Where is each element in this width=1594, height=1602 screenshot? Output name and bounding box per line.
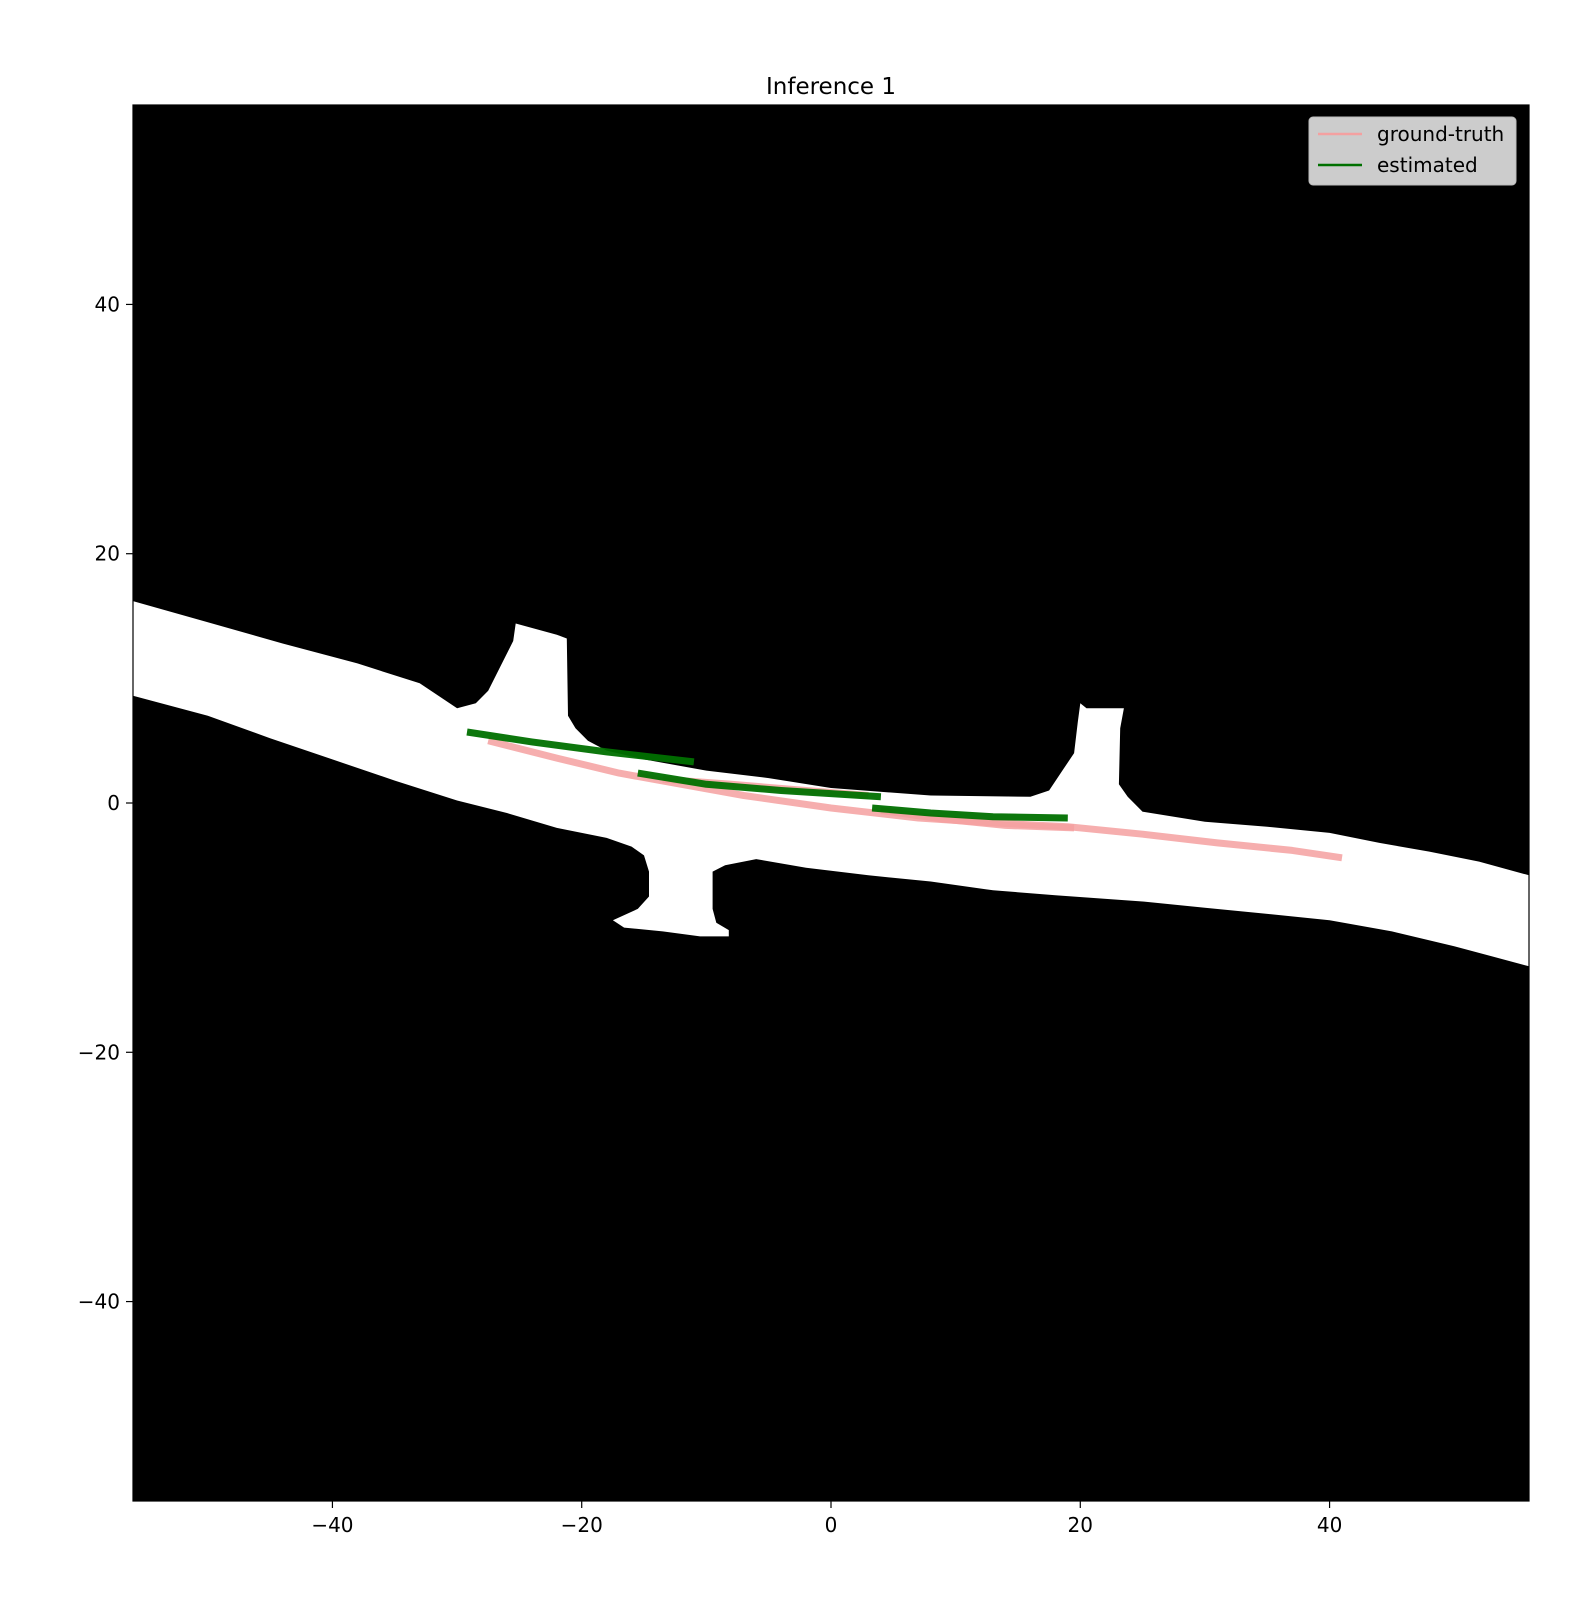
drivable-area [133,601,1529,967]
x-axis: −40 −20 0 20 40 [311,1501,1342,1537]
legend: ground-truth estimated [1308,116,1517,186]
x-tick-label: 40 [1317,1513,1342,1537]
x-tick-label: 0 [825,1513,838,1537]
legend-label-ground-truth: ground-truth [1377,122,1504,146]
plot-area [133,105,1529,1501]
x-tick-label: −40 [311,1513,353,1537]
series-estimated-segment-1 [637,769,882,801]
x-tick-label: −20 [561,1513,603,1537]
y-tick-label: −20 [78,1040,120,1064]
series-layer [466,728,1343,862]
y-tick-label: 40 [95,292,120,316]
series-estimated-segment-0 [466,728,695,766]
x-tick-label: 20 [1068,1513,1093,1537]
chart-title: Inference 1 [766,74,896,100]
y-tick-label: −40 [78,1290,120,1314]
series-estimated-segment-2 [871,804,1068,822]
y-tick-label: 0 [107,791,120,815]
y-tick-label: 20 [95,542,120,566]
legend-label-estimated: estimated [1377,153,1478,177]
y-axis: 40 20 0 −20 −40 [78,292,133,1314]
